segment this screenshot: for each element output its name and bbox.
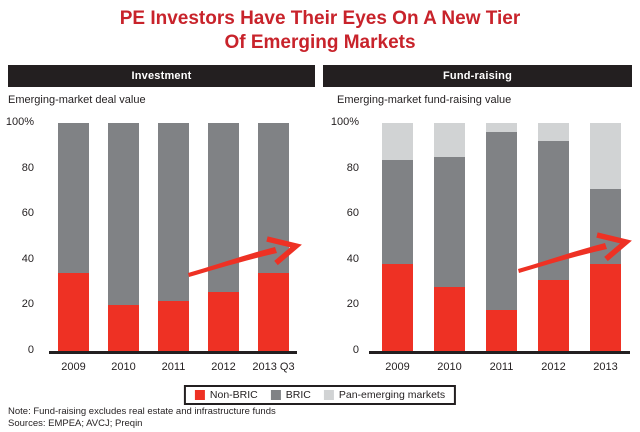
y-tick-label: 60: [21, 207, 34, 220]
bar-segment-bric: [158, 123, 189, 301]
stacked-bar-2009: [58, 123, 89, 351]
bar-segment-pan-emerging-markets: [486, 123, 517, 133]
bar-segment-non-bric: [258, 273, 289, 351]
x-tick-label: 2013 Q3: [252, 361, 295, 373]
x-tick-label: 2009: [385, 361, 410, 373]
bar-segment-non-bric: [58, 273, 89, 351]
y-tick-label: 100%: [5, 116, 34, 128]
legend-label: Non-BRIC: [209, 389, 258, 401]
plot-row: 100% 80 60 40 20 0 2009 2010 2011 2012 2013 Q3: [6, 116, 315, 373]
legend-item-pan-emerging-markets: Pan-emerging markets: [323, 389, 446, 401]
footnotes: Note: Fund-raising excludes real estate …: [8, 406, 276, 429]
x-tick-label: 2010: [437, 361, 462, 373]
y-tick-label: 100%: [330, 116, 359, 128]
x-axis-labels: 2009 2010 2011 2012 2013 Q3: [50, 361, 297, 373]
bar-segment-non-bric: [538, 280, 569, 351]
y-tick-label: 40: [346, 252, 359, 265]
legend-item-bric: BRIC: [270, 389, 311, 401]
x-axis-line: [369, 351, 630, 354]
bar-segment-bric: [486, 132, 517, 310]
bar-segment-non-bric: [108, 305, 139, 351]
legend-label: BRIC: [285, 389, 311, 401]
legend-swatch-non-bric: [194, 390, 205, 400]
x-tick-label: 2009: [61, 361, 86, 373]
x-tick-label: 2011: [489, 361, 514, 373]
bar-segment-pan-emerging-markets: [434, 123, 465, 158]
y-tick-label: 80: [346, 161, 359, 174]
y-tick-label: 20: [21, 298, 34, 311]
y-tick-label: 40: [21, 252, 34, 265]
bar-segment-bric: [108, 123, 139, 306]
bar-segment-bric: [382, 159, 413, 265]
x-tick-label: 2013: [593, 361, 618, 373]
legend: Non-BRIC BRIC Pan-emerging markets: [183, 385, 457, 405]
bar-segment-pan-emerging-markets: [538, 123, 569, 142]
title-line-2: Of Emerging Markets: [224, 32, 416, 53]
plot-row: 100% 80 60 40 20 0 2009 2010 2011 2012 2013: [323, 116, 632, 373]
bar-segment-non-bric: [208, 291, 239, 351]
x-tick-label: 2011: [161, 361, 186, 373]
footnote-note: Note: Fund-raising excludes real estate …: [8, 406, 276, 417]
trend-arrow-icon: [188, 236, 302, 277]
y-tick-label: 0: [27, 344, 34, 356]
legend-label: Pan-emerging markets: [338, 389, 446, 401]
footnote-sources: Sources: EMPEA; AVCJ; Preqin: [8, 417, 143, 429]
x-tick-label: 2012: [211, 361, 236, 373]
trend-arrow-icon: [518, 232, 632, 273]
stacked-bar-2013: [590, 123, 621, 351]
panel-subtitle-fund-raising: Emerging-market fund-raising value: [337, 94, 512, 106]
y-axis-labels: 100% 80 60 40 20 0: [6, 116, 34, 356]
bar-segment-non-bric: [382, 264, 413, 351]
bar-segment-non-bric: [486, 309, 517, 351]
panel-header-fund-raising: Fund-raising: [323, 65, 632, 87]
y-tick-label: 60: [346, 207, 359, 220]
bar-segment-pan-emerging-markets: [382, 123, 413, 160]
panel-header-investment: Investment: [8, 65, 315, 87]
y-tick-label: 80: [21, 161, 34, 174]
stacked-bar-2009: [382, 123, 413, 351]
bar-segment-pan-emerging-markets: [590, 123, 621, 190]
stacked-bar-2011: [486, 123, 517, 351]
plot-area: [49, 123, 302, 354]
bar-segment-bric: [434, 157, 465, 288]
stacked-bar-2010: [434, 123, 465, 351]
bar-segment-non-bric: [158, 300, 189, 351]
x-tick-label: 2010: [111, 361, 136, 373]
stacked-bar-2010: [108, 123, 139, 351]
stacked-bar-2011: [158, 123, 189, 351]
plot-area: [369, 123, 632, 354]
bar-segment-non-bric: [590, 264, 621, 351]
x-axis-line: [49, 351, 297, 354]
y-tick-label: 0: [352, 344, 359, 356]
chart-title: PE Investors Have Their Eyes On A New Ti…: [0, 7, 640, 55]
legend-item-non-bric: Non-BRIC: [194, 389, 258, 401]
y-axis-labels: 100% 80 60 40 20 0: [323, 116, 359, 356]
panel-investment: Investment Emerging-market deal value 10…: [6, 65, 315, 385]
x-tick-label: 2012: [541, 361, 566, 373]
title-line-1: PE Investors Have Their Eyes On A New Ti…: [119, 8, 521, 29]
legend-swatch-bric: [270, 390, 281, 400]
y-tick-label: 20: [346, 298, 359, 311]
bar-segment-bric: [58, 123, 89, 274]
panel-fund-raising: Fund-raising Emerging-market fund-raisin…: [323, 65, 632, 385]
panel-subtitle-investment: Emerging-market deal value: [8, 94, 146, 106]
x-axis-labels: 2009 2010 2011 2012 2013: [370, 361, 630, 373]
legend-swatch-pan-emerging-markets: [323, 390, 334, 400]
bar-segment-non-bric: [434, 287, 465, 351]
